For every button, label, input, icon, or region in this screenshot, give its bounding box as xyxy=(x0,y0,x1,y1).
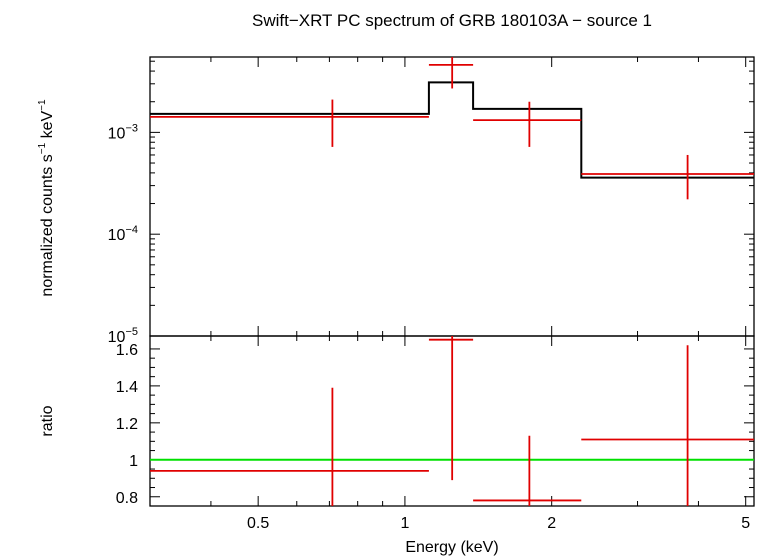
top-panel-plot xyxy=(150,57,754,200)
ylabel-main: normalized counts s xyxy=(39,154,56,296)
x-axis-label: Energy (keV) xyxy=(405,539,498,556)
y-axis-label-top: normalized counts s−1 keV−1 xyxy=(37,99,56,297)
y-tick-exp: −4 xyxy=(125,224,138,236)
x-tick-label: 0.5 xyxy=(247,515,269,532)
y-tick-base: 10 xyxy=(108,329,126,346)
model-step-line xyxy=(150,81,754,179)
x-tick-label: 2 xyxy=(547,515,556,532)
y-tick-label-bottom: 0.8 xyxy=(116,490,138,507)
y-axis-label-bottom: ratio xyxy=(39,405,56,436)
bottom-panel-plot xyxy=(150,336,754,506)
y-tick-exp: −5 xyxy=(125,326,138,338)
y-tick-label-top: 10−5 xyxy=(108,326,138,346)
y-tick-base: 10 xyxy=(108,125,126,142)
x-tick-label: 1 xyxy=(400,515,409,532)
ylabel-mid: keV xyxy=(39,111,56,143)
y-tick-label-bottom: 1 xyxy=(129,453,138,470)
chart-title: Swift−XRT PC spectrum of GRB 180103A − s… xyxy=(252,11,652,30)
y-tick-label-top: 10−4 xyxy=(108,224,138,244)
y-tick-label-bottom: 1.4 xyxy=(116,379,138,396)
y-tick-base: 10 xyxy=(108,227,126,244)
y-tick-exp: −3 xyxy=(125,122,138,134)
y-tick-label-bottom: 1.6 xyxy=(116,342,138,359)
ylabel-sup2: −1 xyxy=(37,99,48,111)
top-panel-ticks: 10−310−410−5 xyxy=(108,57,754,346)
top-panel-frame xyxy=(149,56,755,337)
y-tick-label-top: 10−3 xyxy=(108,122,138,142)
x-tick-label: 5 xyxy=(741,515,750,532)
y-tick-label-bottom: 1.2 xyxy=(116,416,138,433)
ylabel-sup1: −1 xyxy=(37,142,48,154)
bottom-panel-ticks: 0.5 1 2 5 0.8 1 1.2 1.4 1.6 xyxy=(116,336,754,532)
